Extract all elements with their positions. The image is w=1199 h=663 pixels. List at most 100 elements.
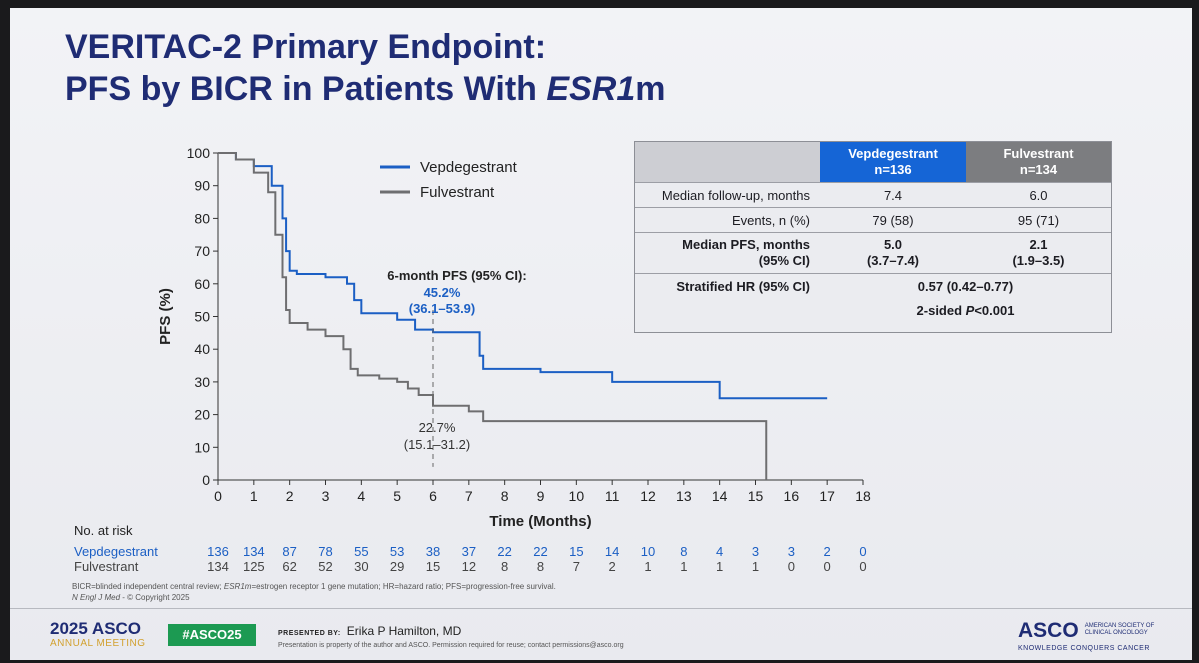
annotation-vep-value: 45.2% xyxy=(424,285,461,300)
row-label: Median follow-up, months xyxy=(635,182,820,208)
y-tick-label: 60 xyxy=(194,276,210,292)
at-risk-ful-count: 62 xyxy=(282,559,296,574)
median-pfs-vep-ci: (3.7–7.4) xyxy=(866,253,920,268)
table-row-median-pfs: Median PFS, months (95% CI) 5.0 (3.7–7.4… xyxy=(635,232,1111,274)
x-tick-label: 0 xyxy=(214,488,222,504)
society-line-2: CLINICAL ONCOLOGY xyxy=(1084,630,1148,636)
at-risk-ful-count: 8 xyxy=(537,559,544,574)
title-line-2-suffix: m xyxy=(635,70,666,108)
at-risk-ful-count: 7 xyxy=(573,559,580,574)
society-name: AMERICAN SOCIETY OF CLINICAL ONCOLOGY xyxy=(1085,623,1155,637)
at-risk-vep-count: 53 xyxy=(390,544,404,559)
at-risk-heading: No. at risk xyxy=(74,523,133,538)
x-tick-label: 8 xyxy=(501,488,509,504)
at-risk-vep-count: 22 xyxy=(533,544,547,559)
title-line-2-prefix: PFS by BICR in Patients With xyxy=(65,70,547,108)
x-tick-label: 16 xyxy=(784,488,800,504)
median-pfs-label-2: (95% CI) xyxy=(758,253,810,268)
median-pfs-label: Median PFS, months (95% CI) xyxy=(635,232,820,274)
at-risk-ful-count: 30 xyxy=(354,559,368,574)
at-risk-vep-count: 78 xyxy=(318,544,332,559)
median-pfs-ful-value: 2.1 xyxy=(1029,237,1048,252)
x-tick-label: 7 xyxy=(465,488,473,504)
y-axis-title: PFS (%) xyxy=(157,288,174,345)
chart-series-layer xyxy=(218,152,828,480)
x-tick-label: 11 xyxy=(605,488,620,504)
x-tick-label: 2 xyxy=(286,488,294,504)
at-risk-vep-count: 87 xyxy=(282,544,296,559)
p-symbol: P xyxy=(965,302,975,318)
presented-by-label: PRESENTED BY: xyxy=(278,630,341,637)
y-tick-label: 40 xyxy=(194,341,210,357)
at-risk-vep-count: 3 xyxy=(752,544,759,559)
at-risk-ful-count: 8 xyxy=(501,559,508,574)
at-risk-vep-count: 10 xyxy=(641,544,655,559)
title-gene: ESR1 xyxy=(546,70,636,108)
x-tick-label: 12 xyxy=(640,488,656,504)
hr-label: Stratified HR (95% CI) xyxy=(635,273,820,298)
x-tick-label: 6 xyxy=(429,488,437,504)
at-risk-vep-count: 136 xyxy=(207,544,229,559)
table-row: Median follow-up, months 7.4 6.0 xyxy=(635,182,1111,208)
p-label-blank xyxy=(635,298,820,322)
x-tick-label: 18 xyxy=(855,488,871,504)
presenter-name: Erika P Hamilton, MD xyxy=(346,624,462,638)
at-risk-ful-count: 0 xyxy=(859,559,866,574)
footnote-line-2: N Engl J Med - © Copyright 2025 xyxy=(72,593,190,602)
at-risk-table: No. at riskVepdegestrantFulvestrant13613… xyxy=(74,523,867,574)
km-chart: 0 1 2 3 4 5 6 7 8 9 10 11 12 13 14 15 16 17 18010203040506… xyxy=(74,145,871,574)
y-tick-label: 90 xyxy=(194,178,210,194)
y-tick-label: 70 xyxy=(194,243,210,259)
median-pfs-vep: 5.0 (3.7–7.4) xyxy=(820,232,966,274)
at-risk-ful-count: 1 xyxy=(752,559,759,574)
x-tick-label: 1 xyxy=(250,488,258,504)
p-value: 2-sided P<0.001 xyxy=(820,298,1111,322)
society-line-1: AMERICAN SOCIETY OF xyxy=(1084,623,1155,629)
header-vep-n: n=136 xyxy=(874,162,912,177)
at-risk-ful-count: 12 xyxy=(462,559,476,574)
at-risk-vep-count: 55 xyxy=(354,544,368,559)
asco-tagline: KNOWLEDGE CONQUERS CANCER xyxy=(1018,645,1150,652)
km-curve-ful xyxy=(218,152,768,480)
x-tick-label: 10 xyxy=(569,488,585,504)
x-tick-label: 3 xyxy=(322,488,330,504)
asco-brand: ASCO xyxy=(1018,619,1079,642)
x-tick-label: 5 xyxy=(393,488,401,504)
disclaimer: Presentation is property of the author a… xyxy=(278,642,624,649)
x-axis-title: Time (Months) xyxy=(489,513,591,530)
annotation-vep-ci: (36.1–53.9) xyxy=(409,301,476,316)
at-risk-vep-count: 134 xyxy=(243,544,265,559)
chart-legend: Vepdegestrant Fulvestrant xyxy=(380,159,518,201)
row-ful-value: 95 (71) xyxy=(966,207,1111,233)
at-risk-ful-count: 1 xyxy=(716,559,723,574)
footnote-journal: N Engl J Med xyxy=(72,593,121,602)
at-risk-vep-count: 14 xyxy=(605,544,619,559)
median-pfs-ful: 2.1 (1.9–3.5) xyxy=(966,232,1111,274)
at-risk-ful-count: 125 xyxy=(243,559,265,574)
at-risk-vep-count: 22 xyxy=(497,544,511,559)
at-risk-ful-count: 0 xyxy=(824,559,831,574)
footnote-abbr-gene: ESR1m xyxy=(223,582,252,591)
y-tick-label: 80 xyxy=(194,210,210,226)
at-risk-label-fulvestrant: Fulvestrant xyxy=(74,559,139,574)
table-row: Events, n (%) 79 (58) 95 (71) xyxy=(635,207,1111,233)
y-tick-label: 30 xyxy=(194,374,210,390)
at-risk-label-vepdegestrant: Vepdegestrant xyxy=(74,544,158,559)
at-risk-ful-count: 1 xyxy=(680,559,687,574)
meeting-year: 2025 ASCO xyxy=(50,619,142,638)
hashtag-badge: #ASCO25 xyxy=(168,624,256,646)
y-tick-label: 20 xyxy=(194,407,210,423)
asco-society-logo: ASCO AMERICAN SOCIETY OF CLINICAL ONCOLO… xyxy=(1018,619,1155,653)
header-vep-name: Vepdegestrant xyxy=(848,146,938,161)
at-risk-ful-count: 15 xyxy=(426,559,440,574)
slide: VERITAC-2 Primary Endpoint: PFS by BICR … xyxy=(10,8,1192,660)
at-risk-ful-count: 52 xyxy=(318,559,332,574)
row-label: Events, n (%) xyxy=(635,207,820,233)
median-pfs-ful-ci: (1.9–3.5) xyxy=(1012,253,1065,268)
row-ful-value: 6.0 xyxy=(966,182,1111,208)
x-tick-label: 15 xyxy=(748,488,764,504)
x-tick-label: 14 xyxy=(712,488,728,504)
results-table: Vepdegestrant n=136 Fulvestrant n=134 Me… xyxy=(634,141,1112,333)
title-line-1: VERITAC-2 Primary Endpoint: xyxy=(65,28,547,66)
chart-axes: 0 1 2 3 4 5 6 7 8 9 10 11 12 13 14 15 16 17 18010203040506… xyxy=(157,145,871,530)
